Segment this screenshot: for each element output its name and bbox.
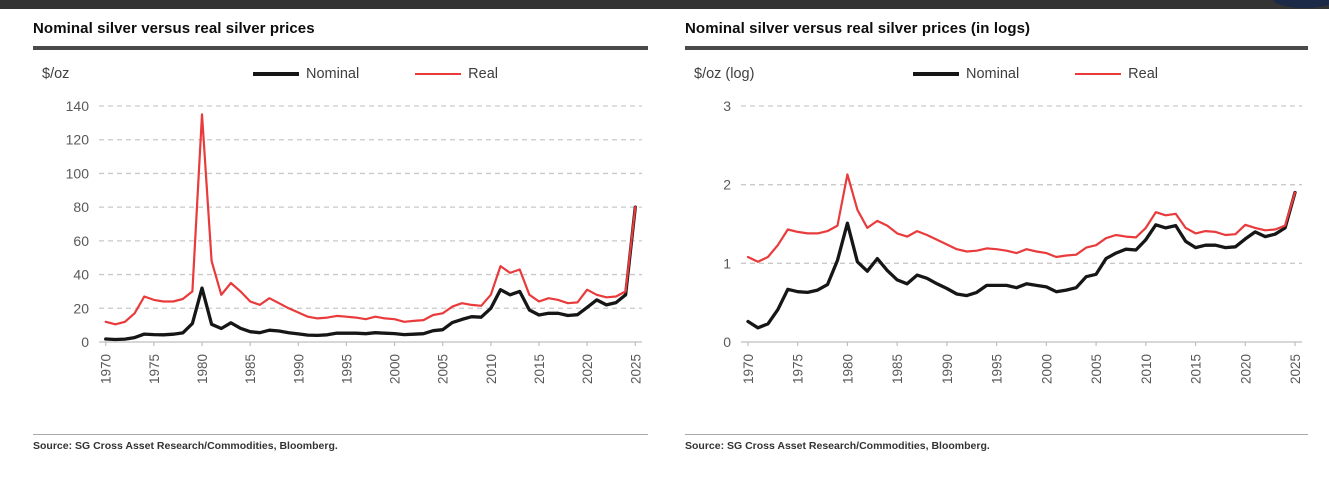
title-underline bbox=[685, 46, 1308, 50]
x-tick-label: 2000 bbox=[1039, 354, 1054, 384]
x-tick-label: 1990 bbox=[940, 354, 955, 384]
left-chart-plot: 0 20 40 60 80 100 120 140 1970 1975 1980 1985 1990 19… bbox=[66, 98, 644, 384]
x-tick-label: 1975 bbox=[791, 354, 806, 384]
x-tick-label: 1975 bbox=[147, 354, 162, 384]
nominal-line bbox=[746, 190, 1297, 330]
nominal-line-swatch bbox=[912, 72, 959, 76]
legend: Nominal Real bbox=[252, 66, 498, 82]
x-tick-label: 2005 bbox=[436, 354, 451, 384]
y-axis-unit-label: $/oz (log) bbox=[694, 66, 755, 82]
legend-item-real: Real bbox=[415, 66, 498, 82]
chart-title: Nominal silver versus real silver prices… bbox=[685, 20, 1031, 37]
real-line-swatch bbox=[1075, 72, 1122, 76]
title-underline bbox=[33, 46, 648, 50]
x-tick-label: 2025 bbox=[1288, 354, 1303, 384]
corner-accent bbox=[1273, 0, 1329, 8]
source-note: Source: SG Cross Asset Research/Commodit… bbox=[33, 440, 338, 452]
x-tick-label: 1980 bbox=[840, 354, 855, 384]
chart-title: Nominal silver versus real silver prices bbox=[33, 20, 315, 37]
x-tick-label: 1970 bbox=[99, 354, 114, 384]
x-tick-label: 2010 bbox=[484, 354, 499, 384]
legend-row: $/oz (log) Nominal Real bbox=[685, 62, 1308, 86]
x-tick-label: 2005 bbox=[1089, 354, 1104, 384]
nominal-line-swatch bbox=[252, 72, 299, 76]
x-tick-label: 2000 bbox=[388, 354, 403, 384]
y-tick-label: 20 bbox=[73, 300, 89, 316]
legend-label-nominal: Nominal bbox=[965, 66, 1020, 82]
legend-label-real: Real bbox=[468, 66, 498, 82]
y-tick-label: 120 bbox=[66, 132, 90, 148]
x-tick-label: 1985 bbox=[243, 354, 258, 384]
legend-item-nominal: Nominal bbox=[912, 66, 1020, 82]
y-tick-label: 40 bbox=[73, 267, 89, 283]
legend-item-real: Real bbox=[1075, 66, 1158, 82]
x-tick-label: 2010 bbox=[1139, 354, 1154, 384]
y-tick-label: 60 bbox=[73, 233, 89, 249]
x-tick-label: 2020 bbox=[580, 354, 595, 384]
x-tick-label: 1990 bbox=[291, 354, 306, 384]
y-tick-label: 140 bbox=[66, 98, 90, 114]
y-axis-unit-label: $/oz bbox=[42, 66, 70, 82]
y-tick-label: 2 bbox=[723, 177, 731, 193]
right-chart-plot: 0 1 2 3 1970 1975 1980 1985 1990 1995 2000 2005 2010… bbox=[723, 98, 1303, 384]
y-tick-label: 1 bbox=[723, 255, 731, 271]
legend-item-nominal: Nominal bbox=[252, 66, 360, 82]
y-tick-label: 80 bbox=[73, 199, 89, 215]
source-divider bbox=[685, 434, 1308, 435]
y-tick-label: 3 bbox=[723, 98, 731, 114]
legend: Nominal Real bbox=[912, 66, 1158, 82]
y-tick-label: 0 bbox=[81, 334, 89, 350]
legend-label-nominal: Nominal bbox=[305, 66, 360, 82]
chart-panel-nominal-vs-real: Nominal silver versus real silver prices… bbox=[33, 20, 648, 452]
real-line-swatch bbox=[415, 72, 462, 76]
y-tick-label: 0 bbox=[723, 334, 731, 350]
legend-row: $/oz Nominal Real bbox=[33, 62, 648, 86]
x-tick-label: 2020 bbox=[1238, 354, 1253, 384]
nominal-line bbox=[104, 205, 637, 342]
top-bar bbox=[0, 0, 1329, 9]
real-line bbox=[746, 173, 1297, 263]
source-note: Source: SG Cross Asset Research/Commodit… bbox=[685, 440, 990, 452]
x-tick-label: 1980 bbox=[195, 354, 210, 384]
x-tick-label: 1985 bbox=[890, 354, 905, 384]
source-divider bbox=[33, 434, 648, 435]
x-tick-label: 2015 bbox=[1189, 354, 1204, 384]
legend-label-real: Real bbox=[1128, 66, 1158, 82]
real-line bbox=[104, 113, 637, 326]
x-tick-label: 2025 bbox=[628, 354, 643, 384]
y-tick-label: 100 bbox=[66, 165, 90, 181]
chart-panel-nominal-vs-real-logs: Nominal silver versus real silver prices… bbox=[685, 20, 1308, 452]
x-tick-label: 2015 bbox=[532, 354, 547, 384]
x-tick-label: 1970 bbox=[741, 354, 756, 384]
x-tick-label: 1995 bbox=[339, 354, 354, 384]
x-tick-label: 1995 bbox=[990, 354, 1005, 384]
